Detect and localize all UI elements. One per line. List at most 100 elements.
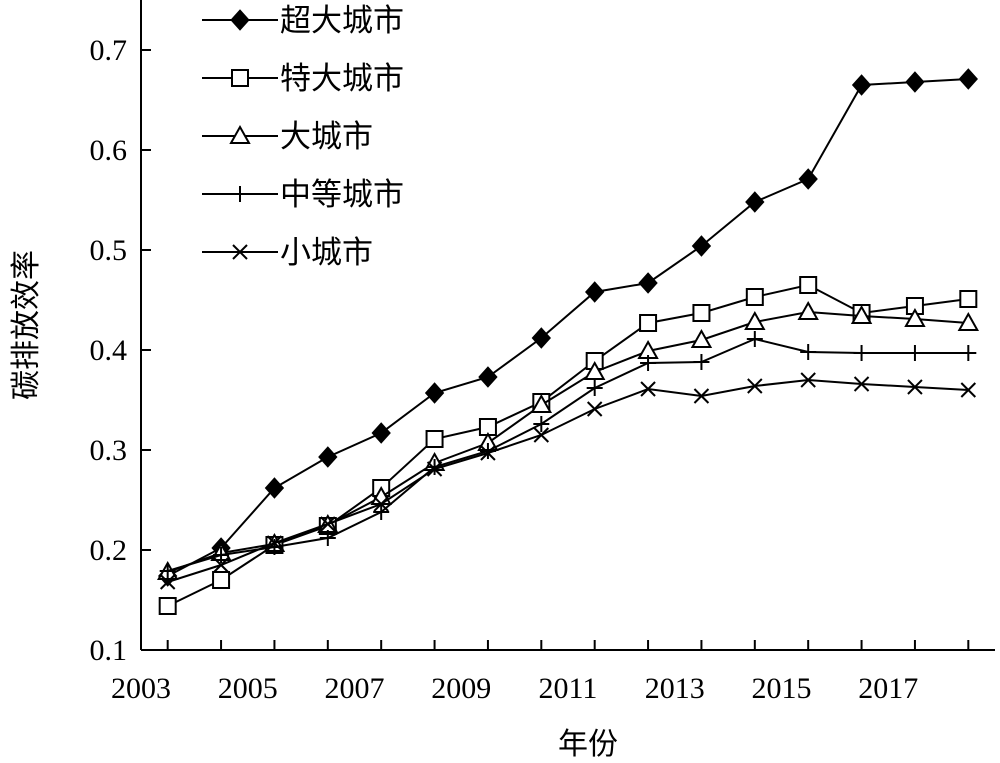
data-point — [586, 401, 603, 417]
data-point — [905, 71, 925, 93]
data-point — [799, 276, 818, 294]
data-point — [960, 345, 977, 361]
data-point — [159, 574, 176, 590]
data-point — [746, 331, 763, 347]
data-point — [583, 360, 606, 380]
legend-item: 大城市 — [202, 119, 373, 155]
data-point — [904, 307, 926, 327]
data-point — [266, 535, 283, 551]
data-point — [320, 516, 336, 532]
x-tick-label: 2017 — [858, 672, 918, 705]
legend-marker — [231, 69, 249, 87]
x-tick-label: 2013 — [645, 672, 705, 705]
data-point — [747, 378, 763, 394]
data-point — [959, 290, 978, 308]
data-point — [957, 311, 980, 331]
data-point — [159, 563, 176, 579]
legend-item: 特大城市 — [202, 61, 404, 97]
data-point — [424, 382, 445, 404]
data-point — [797, 300, 819, 320]
data-point — [212, 571, 231, 589]
data-point — [851, 74, 872, 96]
data-point — [530, 393, 553, 413]
data-point — [371, 422, 391, 444]
series-line — [167, 378, 969, 583]
legend-label: 大城市 — [280, 119, 373, 155]
data-point — [693, 388, 710, 404]
data-point — [744, 310, 766, 330]
series-2 — [158, 276, 978, 615]
x-tick-label: 2011 — [539, 672, 598, 705]
data-point — [745, 191, 765, 213]
y-tick-label: 0.5 — [90, 234, 128, 267]
y-tick-label: 0.2 — [90, 534, 128, 567]
y-tick-label: 0.1 — [90, 634, 128, 667]
data-point — [531, 327, 551, 349]
data-point — [745, 288, 764, 306]
legend-item: 小城市 — [202, 235, 373, 271]
y-axis-title: 碳排放效率 — [9, 250, 44, 400]
plot-area — [156, 68, 980, 615]
legend-label: 超大城市 — [280, 3, 404, 39]
axes: 0.1 0.2 0.3 0.4 0.5 0.6 0.7 2003 2005 2007 2009 201… — [90, 0, 995, 705]
y-tick-label: 0.3 — [90, 434, 128, 467]
series-4 — [159, 331, 977, 579]
legend-marker — [232, 244, 248, 260]
data-point — [319, 530, 336, 546]
legend-label: 中等城市 — [280, 177, 404, 213]
data-point — [906, 345, 923, 361]
data-point — [850, 304, 873, 324]
series-line — [167, 78, 969, 577]
data-point — [213, 557, 229, 573]
data-point — [585, 281, 605, 303]
data-point — [318, 446, 338, 468]
x-axis-title: 年份 — [558, 727, 618, 762]
data-point — [425, 430, 444, 448]
data-point — [638, 272, 658, 294]
data-point — [213, 547, 230, 563]
data-point — [800, 344, 817, 360]
data-point — [960, 382, 977, 398]
data-point — [693, 354, 710, 370]
data-point — [690, 328, 713, 348]
series-line — [167, 337, 969, 572]
series-line — [167, 310, 969, 573]
data-point — [158, 597, 177, 615]
data-point — [798, 168, 818, 190]
data-point — [958, 68, 978, 90]
x-tick-label: 2015 — [752, 672, 812, 705]
data-point — [692, 304, 711, 322]
y-tick-label: 0.7 — [90, 34, 128, 67]
data-point — [533, 416, 550, 432]
x-tick-label: 2003 — [111, 672, 171, 705]
series-1 — [158, 68, 978, 587]
x-tick-label: 2005 — [218, 672, 278, 705]
legend-marker — [229, 124, 251, 144]
data-point — [853, 345, 870, 361]
legend-label: 小城市 — [280, 235, 373, 271]
series-line — [167, 283, 969, 607]
data-point — [533, 427, 550, 443]
data-point — [800, 372, 816, 388]
x-tick-label: 2007 — [325, 672, 385, 705]
x-tick-label: 2009 — [431, 672, 491, 705]
data-point — [480, 445, 496, 461]
data-point — [373, 496, 389, 512]
data-point — [478, 366, 498, 388]
data-point — [586, 380, 603, 396]
data-point — [640, 355, 657, 371]
legend-label: 特大城市 — [280, 61, 404, 97]
legend-item: 超大城市 — [202, 3, 404, 39]
legend-item: 中等城市 — [202, 177, 404, 213]
y-tick-label: 0.4 — [90, 334, 128, 367]
legend-marker — [232, 186, 248, 202]
data-point — [426, 461, 443, 477]
y-tick-label: 0.6 — [90, 134, 128, 167]
series-5 — [159, 372, 977, 590]
data-point — [264, 477, 285, 499]
data-point — [639, 314, 658, 332]
data-point — [640, 381, 656, 397]
data-point — [907, 379, 923, 395]
